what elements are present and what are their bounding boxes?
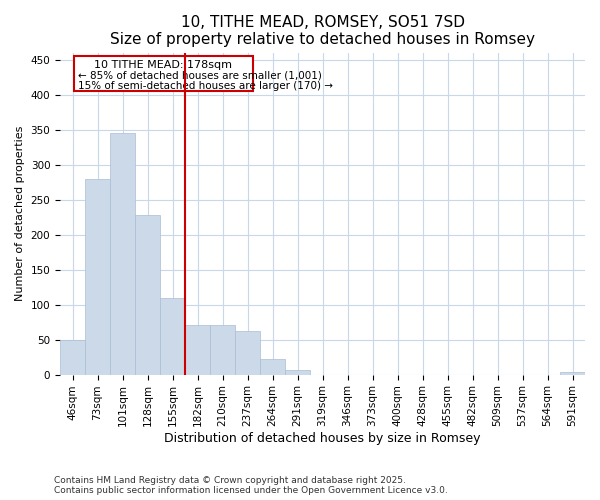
Text: ← 85% of detached houses are smaller (1,001): ← 85% of detached houses are smaller (1,…	[78, 70, 322, 80]
Text: 15% of semi-detached houses are larger (170) →: 15% of semi-detached houses are larger (…	[78, 80, 333, 90]
Text: Contains HM Land Registry data © Crown copyright and database right 2025.
Contai: Contains HM Land Registry data © Crown c…	[54, 476, 448, 495]
Bar	[160, 298, 185, 374]
Text: 10 TITHE MEAD: 178sqm: 10 TITHE MEAD: 178sqm	[94, 60, 232, 70]
Bar	[85, 178, 110, 374]
X-axis label: Distribution of detached houses by size in Romsey: Distribution of detached houses by size …	[164, 432, 481, 445]
Bar	[185, 325, 210, 374]
Y-axis label: Number of detached properties: Number of detached properties	[15, 126, 25, 302]
Title: 10, TITHE MEAD, ROMSEY, SO51 7SD
Size of property relative to detached houses in: 10, TITHE MEAD, ROMSEY, SO51 7SD Size of…	[110, 15, 535, 48]
Bar	[235, 330, 260, 374]
Bar	[210, 325, 235, 374]
Bar	[135, 215, 160, 374]
Bar	[60, 340, 85, 374]
Bar	[285, 370, 310, 374]
Bar	[74, 56, 253, 91]
Bar	[560, 372, 585, 374]
Bar	[260, 359, 285, 374]
Bar	[110, 133, 135, 374]
